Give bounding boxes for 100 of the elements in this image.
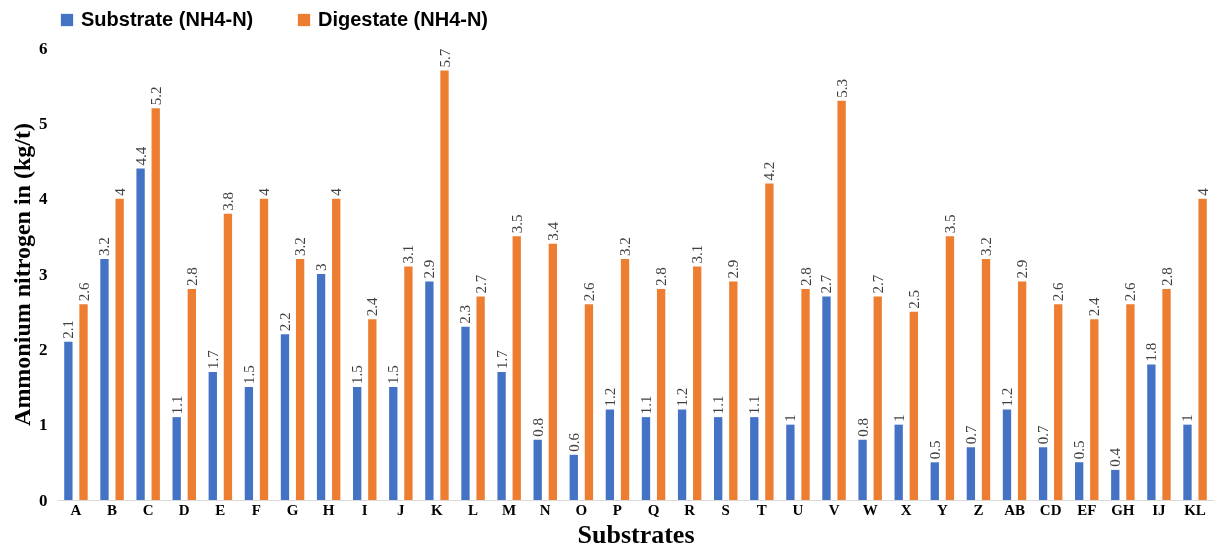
data-label: 2.4 <box>364 296 381 317</box>
legend-label: Digestate (NH4-N) <box>318 8 489 30</box>
bar <box>1017 281 1027 500</box>
x-tick-label: O <box>575 501 588 518</box>
data-label: 1.2 <box>998 387 1015 407</box>
bar <box>440 70 449 500</box>
bar <box>894 424 903 500</box>
data-label: 0.4 <box>1107 447 1124 467</box>
bar <box>714 417 723 500</box>
x-tick-label: CD <box>1039 501 1062 518</box>
data-label: 2.1 <box>60 320 77 339</box>
data-label: 2.9 <box>725 259 742 279</box>
data-label: 0.5 <box>1071 440 1088 460</box>
data-label: 4 <box>111 187 128 196</box>
data-label: 1.5 <box>385 365 402 384</box>
bar <box>656 289 666 500</box>
data-label: 2.8 <box>797 267 814 287</box>
data-label: 3.5 <box>508 214 525 234</box>
data-label: 2.6 <box>580 281 597 302</box>
data-label: 3.4 <box>544 221 561 241</box>
data-label: 0.5 <box>926 440 943 460</box>
legend-label: Substrate (NH4-N) <box>81 8 254 30</box>
bar <box>425 281 434 500</box>
data-label: 1.8 <box>1143 342 1160 362</box>
data-label: 1.1 <box>746 395 763 415</box>
x-tick-label: L <box>468 501 479 518</box>
x-tick-label: Y <box>936 501 948 518</box>
data-label: 2.8 <box>183 267 200 287</box>
bar <box>1198 198 1207 500</box>
x-tick-label: B <box>107 501 118 518</box>
data-label: 2.6 <box>1122 281 1139 302</box>
bar <box>765 183 774 500</box>
data-label: 3.5 <box>941 214 958 234</box>
bar <box>966 447 976 500</box>
data-label: 1.5 <box>349 365 366 384</box>
data-label: 0.8 <box>529 417 546 437</box>
bar <box>332 198 341 500</box>
x-tick-label: KL <box>1184 501 1206 518</box>
x-tick-label: A <box>70 501 82 518</box>
bar <box>172 417 181 500</box>
data-label: 2.7 <box>869 274 886 294</box>
y-tick-label: 6 <box>39 38 48 58</box>
data-label: 3.1 <box>689 244 706 264</box>
x-tick-label: I <box>361 501 368 518</box>
data-label: 0.7 <box>962 425 979 445</box>
y-tick-label: 3 <box>39 264 48 284</box>
x-tick-label: M <box>502 501 517 518</box>
x-tick-label: Q <box>647 501 660 518</box>
data-label: 2.8 <box>653 267 670 287</box>
x-tick-label: H <box>322 501 335 518</box>
data-label: 1.2 <box>674 387 691 407</box>
bar <box>259 198 269 500</box>
data-label: 2.6 <box>75 281 92 302</box>
bar <box>605 409 615 500</box>
data-label: 3.2 <box>978 237 995 256</box>
x-tick-label: R <box>684 501 696 518</box>
x-axis-title: Substrates <box>577 519 695 549</box>
data-label: 1.1 <box>637 395 654 415</box>
data-label: 4.2 <box>761 161 778 181</box>
y-tick-label: 1 <box>39 415 48 435</box>
bar <box>750 417 759 500</box>
bar <box>497 371 506 500</box>
bar <box>693 266 702 500</box>
bar <box>136 168 145 500</box>
data-label: 2.2 <box>276 312 293 332</box>
x-tick-label: C <box>142 501 154 518</box>
data-label: 4 <box>1194 187 1211 196</box>
bar <box>208 371 217 500</box>
x-tick-label: EF <box>1077 501 1097 518</box>
y-tick-label: 5 <box>39 113 48 133</box>
data-label: 2.7 <box>472 274 489 294</box>
data-label: 5.2 <box>147 86 164 106</box>
data-label: 1.1 <box>168 395 185 415</box>
bar <box>641 417 651 500</box>
x-tick-label: G <box>286 501 299 518</box>
data-label: 5.3 <box>833 78 850 98</box>
x-tick-label: AB <box>1004 501 1025 518</box>
bar <box>620 258 630 500</box>
bar <box>945 236 955 500</box>
data-label: 2.6 <box>1050 281 1067 302</box>
data-label: 0.6 <box>565 432 582 452</box>
bar <box>1038 447 1048 500</box>
bar <box>100 258 109 500</box>
bar <box>244 387 254 500</box>
bar <box>295 258 305 500</box>
data-label: 4 <box>256 187 273 196</box>
data-label: 2.4 <box>1086 296 1103 317</box>
data-label: 1.7 <box>493 349 510 369</box>
y-tick-label: 4 <box>39 189 48 209</box>
data-label: 3 <box>313 263 330 271</box>
bar <box>729 281 738 500</box>
bar <box>316 274 326 500</box>
data-label: 1 <box>782 414 799 422</box>
bar <box>187 289 196 500</box>
bar <box>930 462 939 500</box>
bar <box>569 454 578 500</box>
data-label: 4.4 <box>132 146 149 166</box>
bar <box>404 266 413 500</box>
data-label: 2.5 <box>905 289 922 309</box>
bar <box>1002 409 1012 500</box>
